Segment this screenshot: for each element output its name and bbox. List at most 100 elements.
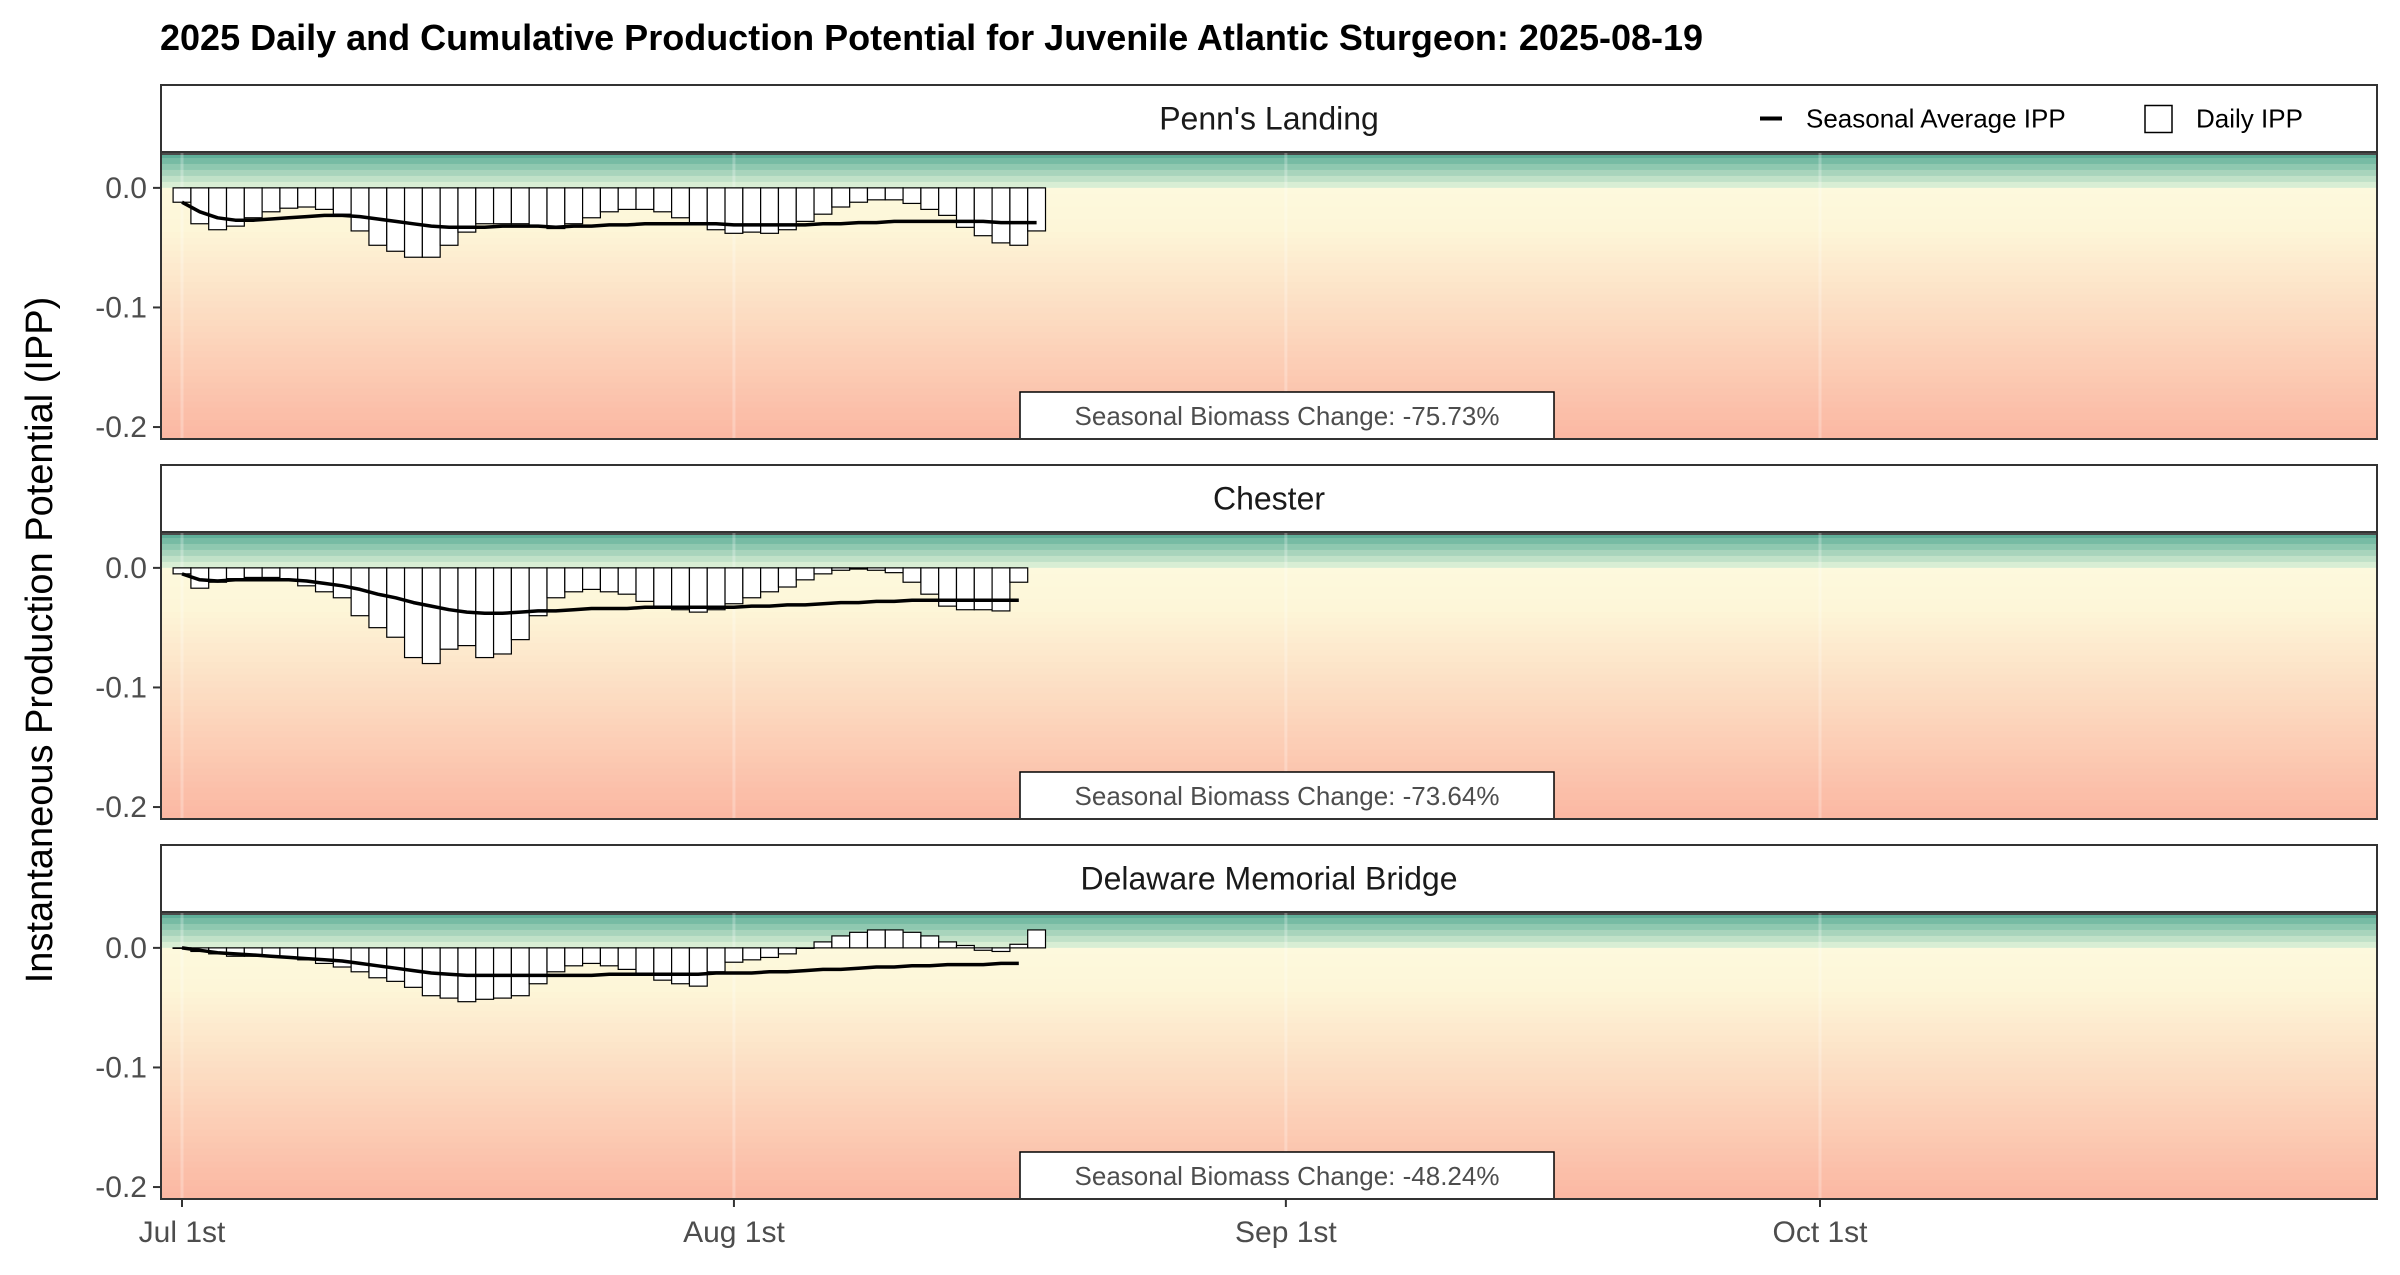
background-band [161,693,2377,701]
y-tick-label: 0.0 [105,932,147,965]
biomass-annotation: Seasonal Biomass Change: -75.73% [1019,391,1555,440]
daily-ipp-bar [991,187,1011,244]
daily-ipp-bar [190,187,210,225]
background-band [161,991,2377,999]
background-band [161,917,2377,925]
background-band [161,307,2377,314]
daily-ipp-bar [528,187,548,227]
daily-ipp-bar [617,567,637,595]
daily-ipp-bar [688,567,708,613]
daily-ipp-bar [991,947,1011,953]
background-band [161,1098,2377,1106]
daily-ipp-bar [510,187,530,225]
annotation-text: Seasonal Biomass Change: -73.64% [1075,781,1500,811]
daily-ipp-bar [386,947,406,982]
daily-ipp-bar [475,187,495,225]
background-band [161,947,2377,955]
panels: Penn's Landing Seasonal Biomass Change: -… [95,84,2378,1204]
background-band [161,699,2377,707]
background-band [161,592,2377,600]
panel-chester: Chester Seasonal Biomass Change: -73.64% 0… [95,464,2378,824]
daily-ipp-bar [599,567,619,593]
background-band [161,244,2377,252]
background-band [161,960,2377,968]
daily-ipp-bar [1027,929,1047,949]
background-band [161,724,2377,732]
background-band [161,966,2377,974]
background-band [161,219,2377,227]
daily-ipp-bar [403,947,423,988]
background-band [161,225,2377,233]
background-band [161,1123,2377,1131]
background-band [161,325,2377,333]
daily-ipp-bar [866,187,886,201]
x-axis: Jul 1st Aug 1st Sep 1st Oct 1st [139,1199,1868,1249]
daily-ipp-bar [1009,187,1029,246]
daily-ipp-bar [706,567,726,611]
panel-strip-label: Chester [1213,481,1325,517]
background-band [161,238,2377,245]
daily-ipp-bar [1009,943,1029,949]
background-band [161,737,2377,745]
background-band [161,382,2377,390]
daily-ipp-bar [297,187,317,208]
panel-delaware-memorial-bridge: Delaware Memorial Bridge Seasonal Biomass… [95,844,2378,1204]
daily-ipp-bar [492,567,512,655]
daily-ipp-bar [920,567,940,595]
daily-ipp-bar [813,567,833,575]
background-band [161,1117,2377,1125]
daily-ipp-bar [688,187,708,225]
daily-ipp-bar [920,187,940,210]
background-band [161,194,2377,201]
background-band [161,580,2377,588]
panel-strip [160,844,2378,913]
daily-ipp-bar [261,187,281,213]
daily-ipp-bar [386,567,406,638]
background-band [161,929,2377,937]
background-band [161,599,2377,607]
background-band [161,181,2377,189]
panel-strip-label: Delaware Memorial Bridge [1080,861,1457,897]
background-band [161,200,2377,208]
daily-ipp-bar [795,187,815,222]
daily-ipp-bar [492,187,512,225]
background-band [161,1142,2377,1150]
background-band [161,1016,2377,1024]
daily-ipp-bar [403,567,423,659]
daily-ipp-bars [172,187,1047,258]
background-band [161,169,2377,177]
background-band [161,1067,2377,1074]
daily-ipp-bar [938,941,958,949]
daily-ipp-bar [635,567,655,602]
daily-ipp-bar [439,187,459,246]
daily-ipp-bar [760,567,780,593]
daily-ipp-bar [1009,567,1029,583]
daily-ipp-bar [760,947,780,959]
panel-border [160,911,2378,1200]
daily-ipp-bar [528,947,548,985]
background-band [161,912,2377,919]
daily-ipp-bar [564,187,584,225]
daily-ipp-bar [510,567,530,641]
background-band [161,351,2377,358]
background-band [161,250,2377,258]
background-band [161,1129,2377,1137]
background-band [161,1073,2377,1081]
background-band [161,979,2377,987]
daily-ipp-bar [599,187,619,213]
background-band [161,567,2377,575]
daily-ipp-bar [635,947,655,975]
background-band [161,275,2377,283]
background-band [161,300,2377,308]
daily-ipp-bar [546,187,566,230]
background-band [161,718,2377,726]
x-tick-label: Oct 1st [1772,1216,1868,1249]
daily-ipp-bar [884,187,904,201]
daily-ipp-bar [279,187,299,209]
daily-ipp-bar [225,567,245,580]
background-band [161,611,2377,619]
legend-label-daily-ipp: Daily IPP [2196,104,2303,134]
x-tick-label: Jul 1st [139,1216,226,1249]
daily-ipp-bar [635,187,655,210]
